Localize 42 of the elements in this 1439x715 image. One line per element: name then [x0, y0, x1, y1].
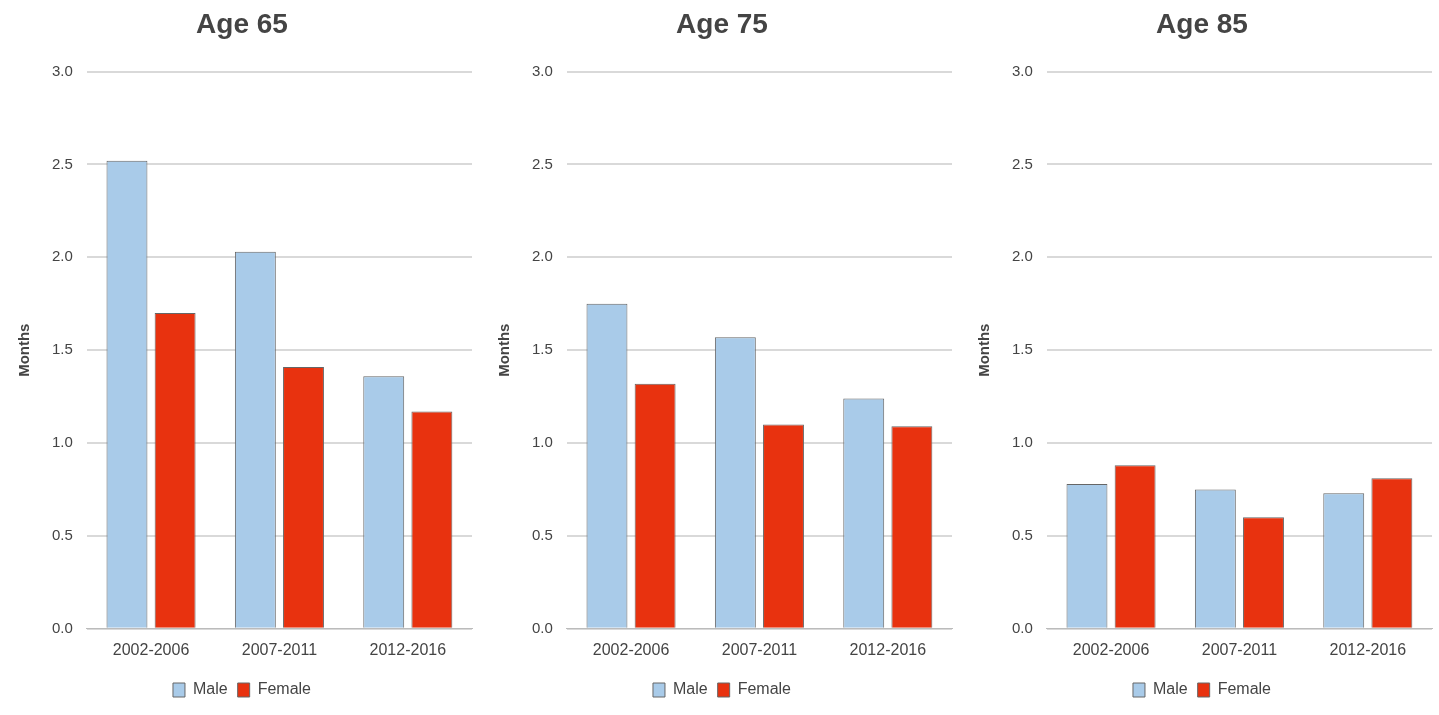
y-tick-label: 0.0: [1011, 618, 1033, 636]
y-tick-label: 3.0: [51, 61, 73, 79]
x-tick-label: 2002-2006: [1072, 640, 1150, 658]
legend-label: Female: [257, 680, 312, 698]
y-tick-label: 1.0: [531, 433, 553, 451]
y-tick-label: 0.0: [51, 618, 73, 636]
x-tick-label: 2002-2006: [592, 640, 670, 658]
y-axis-title: Months: [495, 323, 513, 377]
y-tick-label: 2.5: [1011, 154, 1033, 172]
y-tick-label: 2.5: [531, 154, 553, 172]
x-tick-label: 2007-2011: [1201, 640, 1278, 658]
y-tick-label: 1.5: [1011, 340, 1033, 358]
x-tick-label: 2007-2011: [241, 640, 318, 658]
y-tick-label: 2.0: [1011, 247, 1033, 265]
legend-label: Male: [1152, 680, 1188, 698]
y-tick-label: 3.0: [531, 61, 553, 79]
y-tick-label: 1.0: [51, 433, 73, 451]
y-tick-label: 0.5: [531, 526, 553, 544]
chart-title: Age 85: [1156, 7, 1248, 39]
y-axis-title: Months: [975, 323, 993, 377]
y-tick-label: 2.5: [51, 154, 73, 172]
legend-label: Female: [737, 680, 792, 698]
y-tick-label: 0.5: [1011, 526, 1033, 544]
y-tick-label: 0.0: [531, 618, 553, 636]
chart-title: Age 65: [196, 7, 288, 39]
y-axis-title: Months: [15, 323, 33, 377]
legend-label: Female: [1217, 680, 1272, 698]
y-tick-label: 2.0: [531, 247, 553, 265]
legend-label: Male: [672, 680, 708, 698]
y-tick-label: 1.0: [1011, 433, 1033, 451]
x-tick-label: 2012-2016: [1329, 640, 1407, 658]
x-tick-label: 2012-2016: [849, 640, 927, 658]
x-tick-label: 2012-2016: [369, 640, 447, 658]
y-tick-label: 3.0: [1011, 61, 1033, 79]
chart-title: Age 75: [676, 7, 768, 39]
y-tick-label: 1.5: [51, 340, 73, 358]
y-tick-label: 2.0: [51, 247, 73, 265]
y-tick-label: 0.5: [51, 526, 73, 544]
x-tick-label: 2002-2006: [112, 640, 190, 658]
x-tick-label: 2007-2011: [721, 640, 798, 658]
legend-label: Male: [192, 680, 228, 698]
y-tick-label: 1.5: [531, 340, 553, 358]
